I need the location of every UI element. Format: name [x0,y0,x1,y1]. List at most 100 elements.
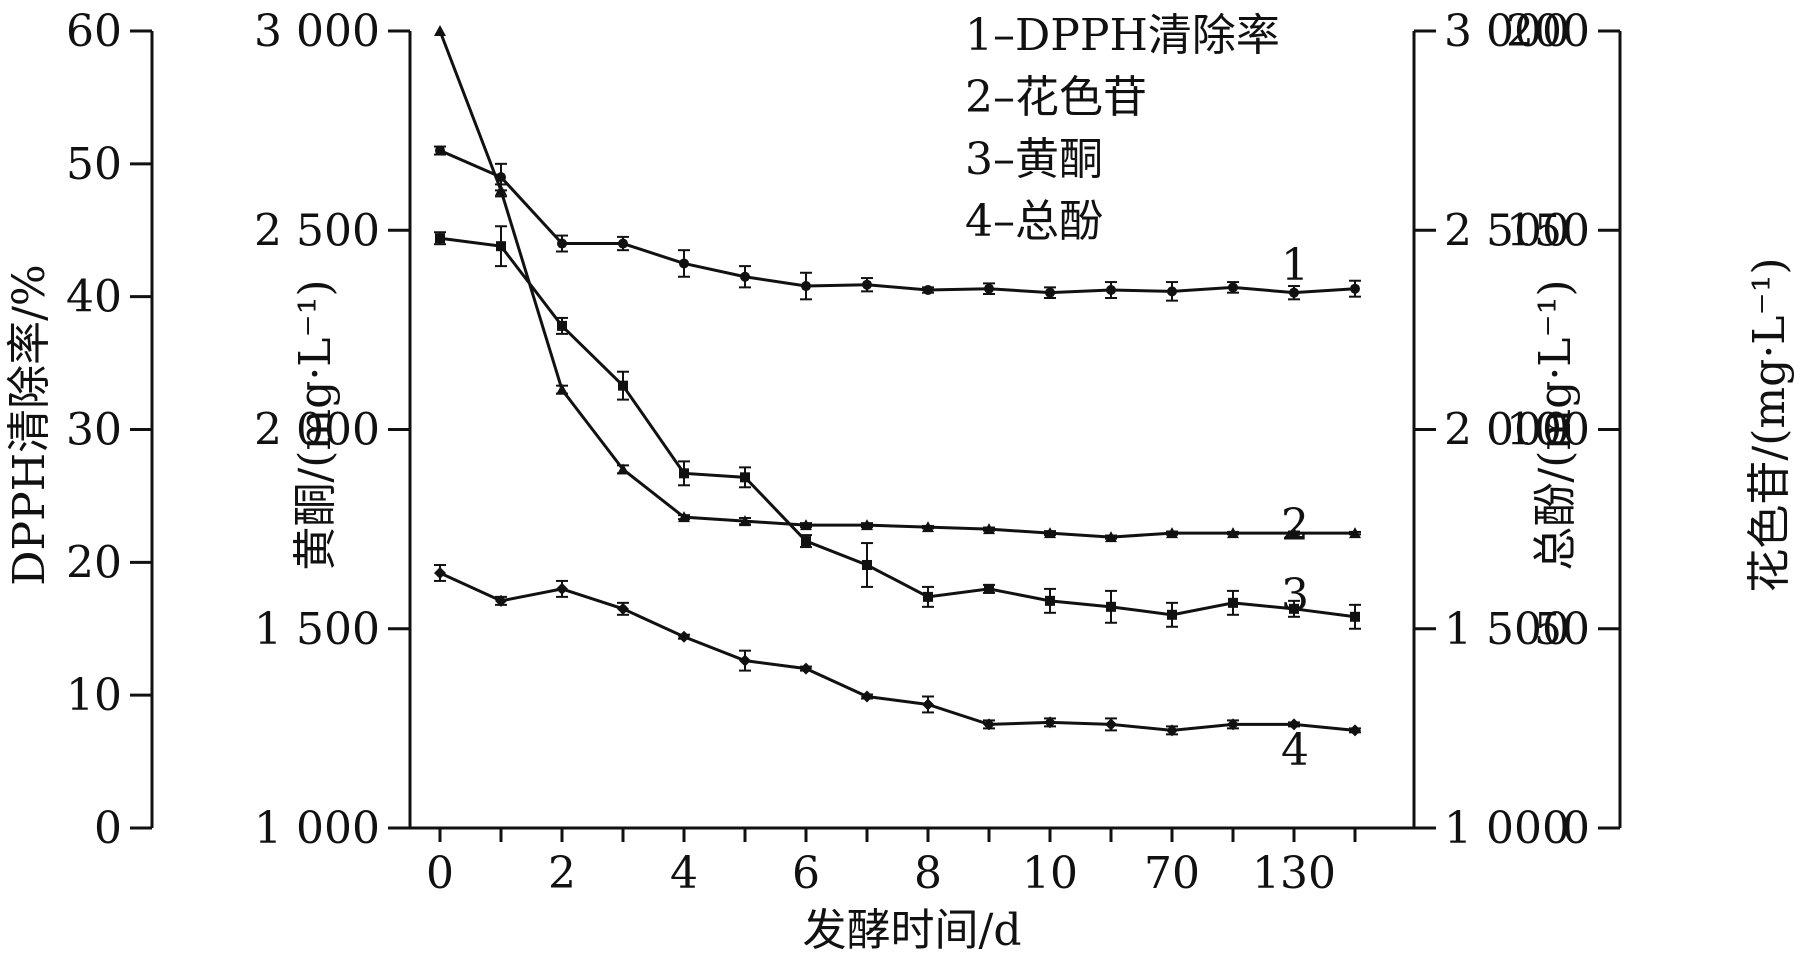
data-point [740,271,750,282]
x-tick-label: 130 [1252,848,1336,899]
data-point [495,594,507,607]
dpph-axis-title: DPPH清除率/% [4,264,55,586]
data-point [434,25,446,36]
phenol-tick-label: 1 500 [1444,604,1570,655]
x-tick-label: 8 [914,848,942,899]
data-point [557,238,567,249]
x-tick-label: 0 [426,848,454,899]
x-tick-label: 70 [1144,848,1200,899]
series-layer: 1 2 3 4 [434,25,1361,776]
data-point [983,718,995,731]
legend-entry: 4–总酚 [965,196,1103,247]
series-line [438,30,1355,539]
data-point [618,380,628,391]
data-point [1105,718,1117,731]
legend-entry: 2–花色苷 [965,72,1147,123]
data-point [861,519,873,531]
data-point [617,602,629,615]
x-tick-label: 4 [670,848,698,899]
data-point [679,258,689,269]
series-4: 4 [434,563,1361,776]
data-point [739,515,751,527]
x-tick-label: 2 [548,848,576,899]
flavonoid-tick-label: 1 500 [254,604,380,655]
data-point [1350,611,1360,622]
data-point [862,559,872,570]
data-point [678,511,690,523]
series-line [439,236,1356,619]
data-point [923,285,933,296]
legend-entry: 1–DPPH清除率 [965,10,1280,61]
data-point [983,523,995,535]
data-point [1045,595,1055,606]
data-point [1167,609,1177,620]
series-line [439,149,1356,295]
anthocyanin-tick-label: 50 [1534,604,1590,655]
data-point [1349,724,1361,737]
data-point [922,698,934,711]
phenol-axis-title: 总酚/(mg·L⁻¹) [1530,279,1581,570]
curve-label-3: 3 [1281,570,1309,621]
anthocyanin-tick-label: 150 [1506,205,1590,256]
phenol-tick-label: 2 000 [1444,405,1570,456]
curve-label-1: 1 [1281,240,1309,291]
phenol-tick-label: 3 000 [1444,6,1570,57]
data-point [984,583,994,594]
data-point [984,283,994,294]
data-point [861,690,873,703]
flavonoid-tick-label: 1 000 [254,803,380,854]
data-point [801,536,811,547]
data-point [1228,597,1238,608]
flavonoid-axis-title: 黄酮/(mg·L⁻¹) [290,279,341,570]
data-point [678,630,690,643]
anthocyanin-tick-label: 200 [1506,6,1590,57]
legend-layer: 1–DPPH清除率 2–花色苷 3–黄酮 4–总酚 [965,10,1280,247]
data-point [1166,527,1178,539]
dpph-tick-label: 50 [66,139,122,190]
data-point [557,320,567,331]
data-point [1288,718,1300,731]
data-point [496,241,506,252]
series-line [439,571,1356,732]
data-point [923,591,933,602]
dpph-tick-label: 40 [66,272,122,323]
data-point [679,468,689,479]
data-point [496,172,506,183]
curve-label-2: 2 [1281,500,1309,551]
flavonoid-tick-label: 3 000 [254,6,380,57]
data-point [435,233,445,244]
data-point [1106,601,1116,612]
anthocyanin-tick-label: 0 [1562,803,1590,854]
flavonoid-tick-label: 2 000 [254,405,380,456]
data-point [495,184,507,196]
anthocyanin-tick-label: 100 [1506,405,1590,456]
data-point [739,654,751,667]
data-point [1045,287,1055,298]
data-point [435,145,445,156]
dpph-tick-label: 20 [66,537,122,588]
dpph-tick-label: 0 [94,803,122,854]
data-point [556,582,568,595]
data-point [1106,285,1116,296]
data-point [1288,527,1300,539]
data-point [1227,718,1239,731]
legend-entry: 3–黄酮 [965,134,1103,185]
series-1: 1 [434,145,1361,302]
phenol-tick-label: 2 500 [1444,205,1570,256]
data-point [1167,286,1177,297]
data-point [618,238,628,249]
data-point [801,281,811,292]
data-point [617,463,629,475]
data-point [1228,282,1238,293]
phenol-tick-label: 1 000 [1444,803,1570,854]
dpph-tick-label: 30 [66,405,122,456]
data-point [434,566,446,579]
curve-label-4: 4 [1281,725,1309,776]
data-point [1289,287,1299,298]
data-point [1105,531,1117,543]
anthocyanin-axis-title: 花色苷/(mg·L⁻¹) [1744,257,1795,592]
series-2: 2 [434,25,1361,551]
